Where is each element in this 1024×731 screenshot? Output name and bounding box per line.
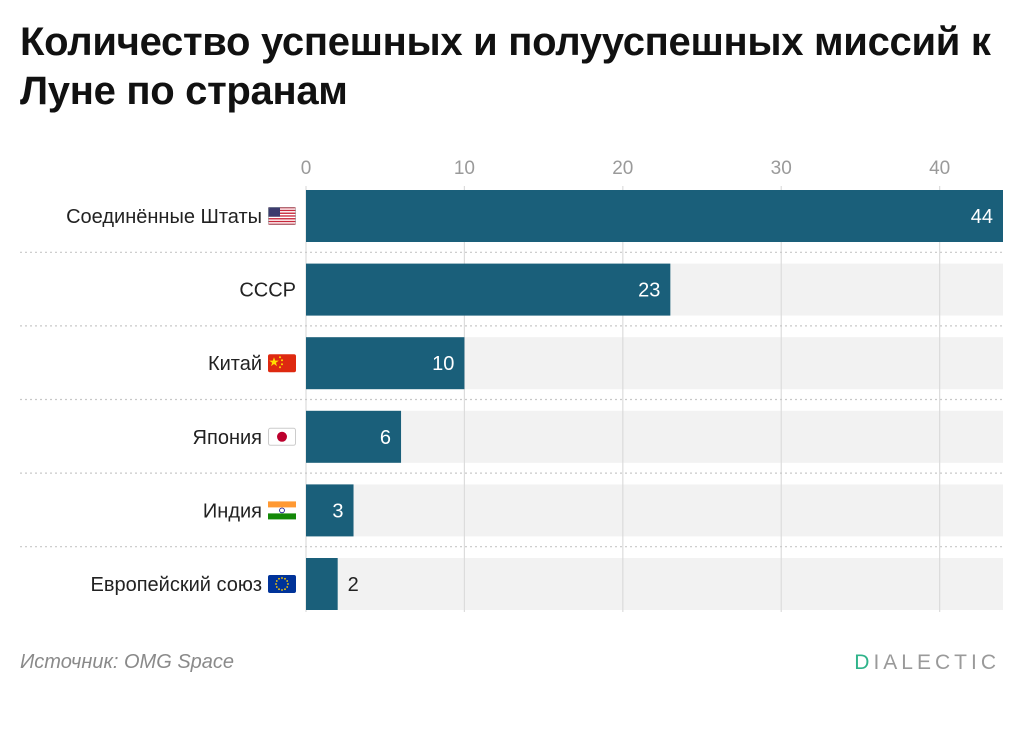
x-tick-label: 20 <box>612 158 633 179</box>
brand-logo-rest: IALECTIC <box>873 651 1000 674</box>
brand-logo-accent: D <box>854 651 874 674</box>
value-labels: 44 23 10 6 3 2 <box>332 206 993 596</box>
data-label: 23 <box>638 280 660 302</box>
bar-track <box>306 484 1003 537</box>
category-label: Соединённые Штаты <box>66 206 262 228</box>
x-tick-label: 30 <box>771 158 792 179</box>
us-flag-icon <box>268 207 296 225</box>
x-tick-label: 40 <box>929 158 950 179</box>
bar <box>306 558 338 610</box>
bar-track <box>306 558 1003 610</box>
india-flag-icon <box>268 501 296 520</box>
category-labels: Соединённые Штаты СССР Китай Япония Индия Евр… <box>66 206 296 596</box>
data-label: 6 <box>380 427 391 449</box>
x-axis-ticks: 0 10 20 30 40 <box>301 158 950 179</box>
bar <box>306 337 465 390</box>
china-flag-icon <box>268 354 296 373</box>
chart-title: Количество успешных и полууспешных мисси… <box>20 20 991 113</box>
chart-area: 0 10 20 30 40 Соединённые Штаты СССР Китай Япон… <box>20 158 1003 612</box>
bar <box>306 263 671 316</box>
japan-flag-icon <box>268 427 296 446</box>
bar-track <box>306 410 1003 463</box>
category-label: СССР <box>239 280 296 302</box>
category-label: Европейский союз <box>90 574 262 596</box>
brand-logo: DIALECTIC <box>854 651 1000 675</box>
x-tick-label: 0 <box>301 158 312 179</box>
bar <box>306 484 354 537</box>
data-label: 44 <box>971 206 993 228</box>
x-tick-label: 10 <box>454 158 475 179</box>
category-label: Индия <box>203 500 262 522</box>
category-label: Китай <box>208 353 262 375</box>
eu-flag-icon <box>268 575 296 593</box>
data-label: 10 <box>432 353 454 375</box>
flag-icons <box>268 207 296 593</box>
category-label: Япония <box>193 427 262 449</box>
bar <box>306 190 1003 242</box>
bar <box>306 410 402 463</box>
data-label: 3 <box>332 500 343 522</box>
row-separators <box>20 251 1003 548</box>
data-label: 2 <box>348 574 359 596</box>
source-note: Источник: OMG Space <box>20 651 235 673</box>
bars <box>306 190 1003 610</box>
